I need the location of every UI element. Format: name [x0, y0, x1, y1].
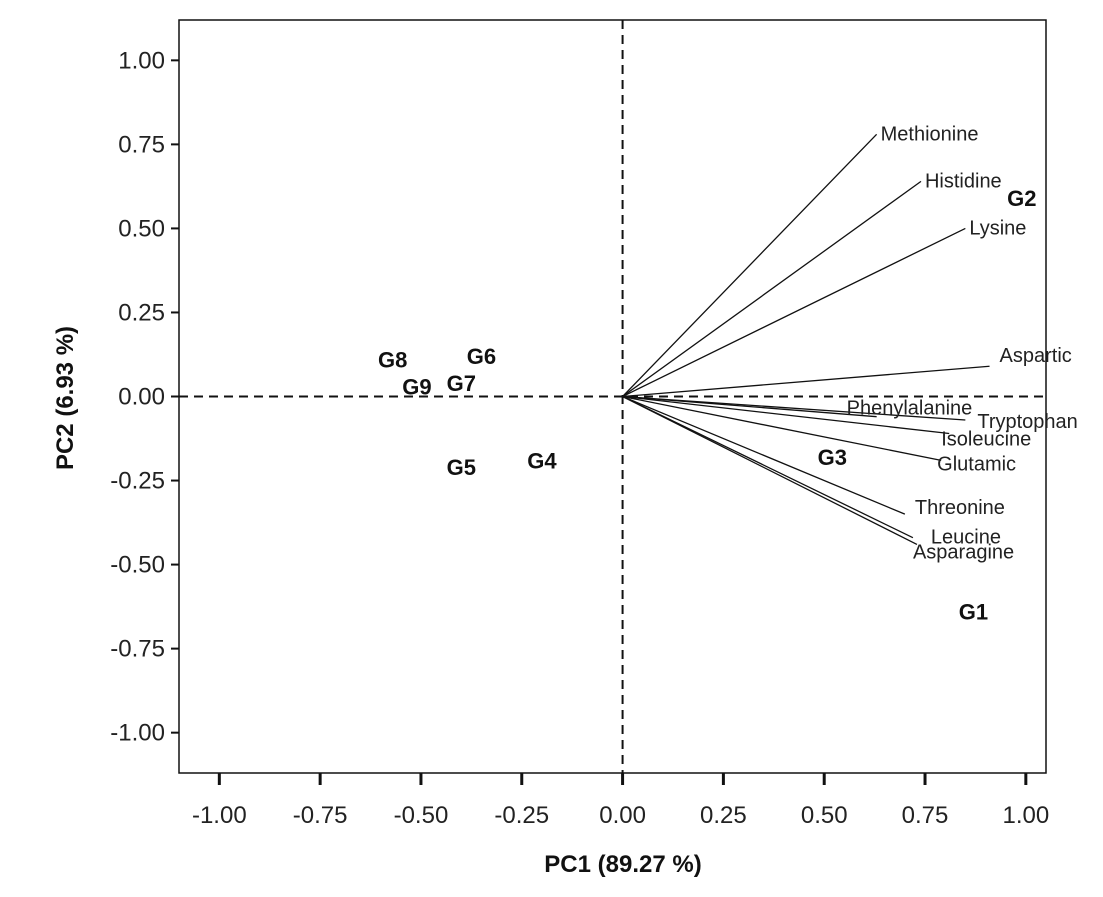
- group-label-g8: G8: [378, 348, 407, 373]
- vector-lysine: [622, 227, 966, 398]
- vector-label-isoleucine: Isoleucine: [941, 428, 1031, 450]
- y-axis-title: PC2 (6.93 %): [52, 326, 79, 470]
- x-tick-label: -0.75: [293, 802, 348, 829]
- vector-label-glutamic: Glutamic: [937, 453, 1016, 475]
- x-tick-label: 0.25: [700, 802, 747, 829]
- x-tick-label: 0.50: [801, 802, 848, 829]
- vector-histidine: [622, 180, 922, 398]
- group-label-g7: G7: [447, 371, 476, 396]
- y-tick-label: 1.00: [118, 47, 165, 74]
- vector-labels: Methionine Histidine Lysine Aspartic Phenyla…: [847, 123, 1078, 563]
- y-tick-label: 0.25: [118, 299, 165, 326]
- loading-vectors: [622, 133, 990, 545]
- group-label-g1: G1: [959, 600, 988, 625]
- vector-methionine: [622, 133, 878, 397]
- y-tick-label: 0.75: [118, 131, 165, 158]
- vector-tryptophan: [622, 395, 966, 421]
- vector-label-lysine: Lysine: [969, 217, 1026, 239]
- group-label-g9: G9: [402, 374, 431, 399]
- x-tick-label: -0.50: [394, 802, 449, 829]
- vector-label-tryptophan: Tryptophan: [977, 411, 1077, 433]
- vector-aspartic: [622, 365, 990, 398]
- x-tick-label: -1.00: [192, 802, 247, 829]
- vector-label-leucine: Leucine: [931, 527, 1001, 549]
- y-tick-label: -0.75: [110, 636, 165, 663]
- x-axis-title: PC1 (89.27 %): [544, 851, 701, 878]
- vector-leucine: [622, 395, 914, 539]
- y-tick-label: 0.00: [118, 384, 165, 411]
- vector-threonine: [622, 395, 906, 515]
- x-tick-label: 0.75: [902, 802, 949, 829]
- vector-label-aspartic: Aspartic: [1000, 345, 1072, 367]
- x-tick-label: 0.00: [599, 802, 646, 829]
- y-tick-label: -0.50: [110, 552, 165, 579]
- group-label-g2: G2: [1007, 186, 1036, 211]
- y-tick-label: -0.25: [110, 468, 165, 495]
- vector-glutamic: [622, 395, 942, 462]
- vector-label-asparagine: Asparagine: [913, 541, 1014, 563]
- y-tick-label: -1.00: [110, 720, 165, 747]
- group-label-g4: G4: [527, 448, 557, 473]
- group-label-g3: G3: [818, 445, 847, 470]
- group-label-g5: G5: [447, 455, 476, 480]
- x-axis: -1.00 -0.75 -0.50 -0.25 0.00 0.25 0.50 0.75 1.00: [192, 773, 1049, 829]
- vector-isoleucine: [622, 395, 950, 435]
- vector-label-threonine: Threonine: [915, 497, 1005, 519]
- y-tick-label: 0.50: [118, 215, 165, 242]
- vector-label-methionine: Methionine: [881, 123, 979, 145]
- y-axis: 1.00 0.75 0.50 0.25 0.00 -0.25 -0.50 -0.75 -1.00: [110, 47, 179, 747]
- group-label-g6: G6: [467, 344, 496, 369]
- vector-asparagine: [622, 395, 918, 545]
- x-tick-label: 1.00: [1002, 802, 1049, 829]
- vector-label-phenylalanine: Phenylalanine: [847, 398, 973, 420]
- x-tick-label: -0.25: [494, 802, 549, 829]
- vector-label-histidine: Histidine: [925, 170, 1002, 192]
